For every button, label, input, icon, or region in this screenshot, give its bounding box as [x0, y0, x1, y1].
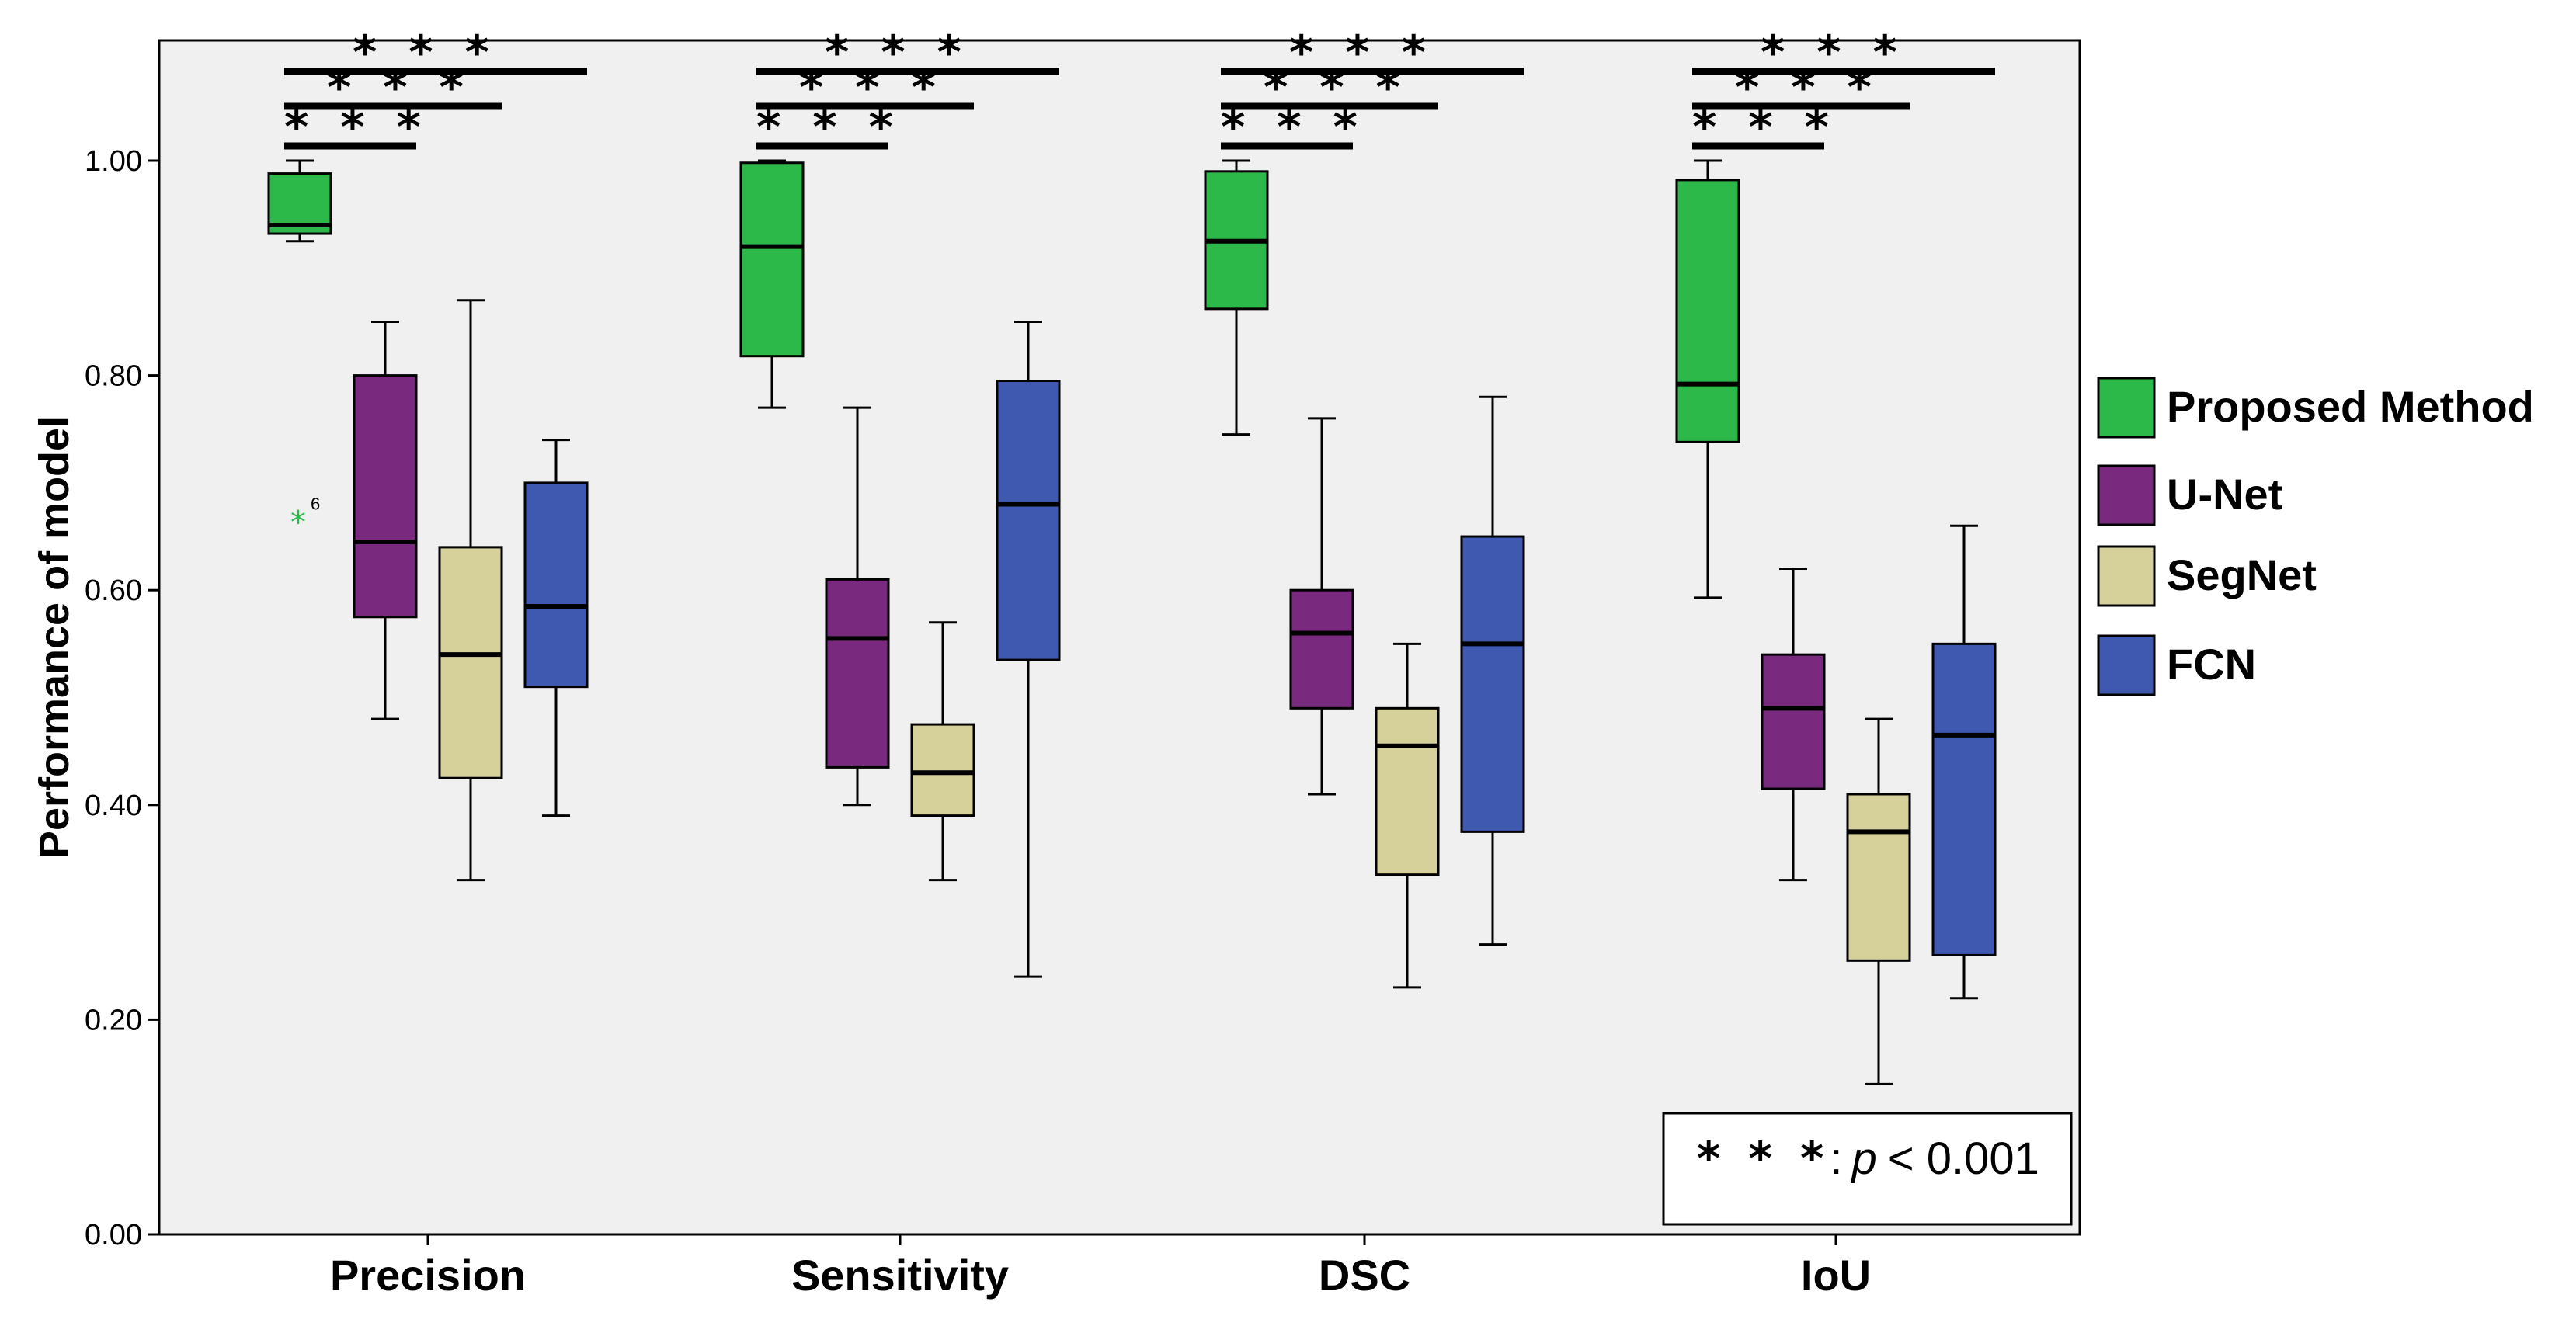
box-u-net-iou — [1761, 568, 1826, 882]
y-tick-label: 0.40 — [85, 790, 142, 822]
box-iqr — [1375, 706, 1440, 876]
box-segnet-dsc — [1375, 642, 1440, 989]
box-fcn-sensitivity — [996, 320, 1061, 978]
box-iqr — [996, 380, 1061, 661]
legend-item: FCN — [2097, 634, 2256, 696]
outlier-group: *6 — [290, 494, 320, 540]
box-iqr — [1460, 535, 1525, 833]
box-u-net-dsc — [1289, 417, 1354, 796]
significance-stars: * * * — [1761, 26, 1905, 80]
box-fcn-dsc — [1460, 395, 1525, 946]
note-stars: * * * — [1697, 1132, 1830, 1185]
x-tick-label: DSC — [1319, 1251, 1410, 1300]
outlier-marker: * — [290, 505, 306, 540]
note-separator: : — [1830, 1133, 1842, 1184]
box-segnet-sensitivity — [910, 621, 975, 882]
y-tick-label: 0.00 — [85, 1219, 142, 1251]
legend-swatch — [2097, 545, 2156, 607]
box-iqr — [1289, 588, 1354, 710]
y-axis-label: Performance of model — [31, 416, 78, 859]
note-comparison: < 0.001 — [1888, 1133, 2039, 1184]
box-iqr — [1675, 179, 1740, 443]
legend-label: FCN — [2167, 640, 2256, 689]
legend-item: U-Net — [2097, 464, 2282, 526]
box-iqr — [1846, 793, 1911, 962]
box-iqr — [1931, 642, 1997, 956]
x-tick-label: Sensitivity — [791, 1251, 1009, 1300]
y-axis: 0.00 0.20 0.40 0.60 0.80 1.00 — [85, 40, 161, 1251]
significance-bars: * * ** * ** * ** * ** * ** * ** * ** * *… — [284, 26, 1995, 154]
box-fcn-iou — [1931, 524, 1997, 1000]
box-proposed-method-sensitivity — [739, 159, 805, 409]
box-series-group — [267, 159, 1997, 1085]
significance-note: * * *: p < 0.001 — [1662, 1112, 2073, 1226]
box-u-net-sensitivity — [825, 406, 890, 807]
box-iqr — [523, 481, 589, 689]
legend-swatch — [2097, 464, 2156, 526]
legend-label: SegNet — [2167, 550, 2317, 599]
box-proposed-method-iou — [1675, 159, 1740, 599]
box-proposed-method-dsc — [1204, 159, 1269, 436]
legend-item: Proposed Method — [2097, 377, 2534, 439]
y-tick-label: 1.00 — [85, 145, 142, 178]
box-fcn-precision — [523, 439, 589, 817]
significance-stars: * * * — [1289, 26, 1434, 80]
x-axis: Precision Sensitivity DSC IoU — [159, 1233, 2080, 1300]
box-iqr — [825, 578, 890, 769]
box-iqr — [1761, 653, 1826, 790]
legend-label: U-Net — [2167, 470, 2282, 519]
box-iqr — [910, 723, 975, 817]
outlier-label: 6 — [311, 494, 320, 513]
box-iqr — [438, 546, 503, 779]
legend-item: SegNet — [2097, 545, 2317, 607]
note-p-symbol: p — [1851, 1133, 1877, 1184]
box-proposed-method-precision — [267, 159, 332, 243]
legend-swatch — [2097, 377, 2156, 439]
significance-stars: * * * — [825, 26, 969, 80]
y-tick-label: 0.60 — [85, 574, 142, 607]
box-u-net-precision — [353, 320, 418, 720]
significance-stars: * * * — [353, 26, 497, 80]
y-tick-label: 0.20 — [85, 1004, 142, 1036]
legend: Proposed Method U-Net SegNet FCN — [2097, 377, 2534, 696]
box-iqr — [739, 161, 805, 358]
significance-note-box — [1662, 1112, 2073, 1226]
box-iqr — [353, 374, 418, 619]
box-segnet-precision — [438, 299, 503, 882]
x-tick-label: IoU — [1801, 1251, 1871, 1300]
box-segnet-iou — [1846, 717, 1911, 1085]
legend-label: Proposed Method — [2167, 382, 2534, 431]
legend-swatch — [2097, 634, 2156, 696]
significance-note-text: * * *: p < 0.001 — [1697, 1132, 2039, 1185]
y-tick-label: 0.80 — [85, 360, 142, 393]
x-tick-label: Precision — [330, 1251, 526, 1300]
